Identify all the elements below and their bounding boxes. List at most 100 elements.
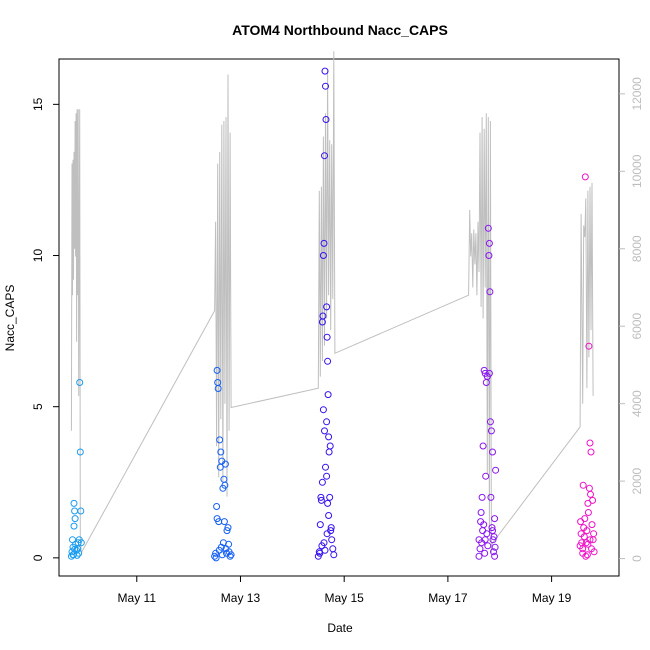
data-point-series-3	[319, 406, 327, 414]
secondary-series-line	[70, 51, 594, 555]
data-point-series-3	[322, 82, 329, 90]
points-layer	[67, 67, 598, 562]
y2-tick-label: 0	[630, 555, 644, 562]
data-point-series-2	[214, 385, 222, 392]
x-axis-label: Date	[327, 621, 353, 635]
data-point-series-5	[588, 521, 596, 529]
data-point-series-4	[480, 366, 488, 374]
data-point-series-4	[479, 442, 487, 450]
data-point-series-2	[227, 551, 235, 559]
data-point-series-5	[589, 496, 597, 504]
data-point-series-3	[327, 524, 335, 532]
data-point-series-3	[321, 67, 329, 75]
data-point-series-5	[583, 527, 591, 535]
y2-axis: 0 2000 4000 6000 8000 10000 12000	[619, 77, 644, 562]
y-tick-label: 15	[31, 97, 45, 111]
data-point-series-5	[581, 173, 589, 181]
x-axis: May 11 May 13 May 15 May 17 May 19	[118, 576, 572, 605]
data-point-series-3	[319, 312, 327, 320]
data-point-series-1	[77, 507, 85, 515]
data-point-series-2	[218, 551, 226, 559]
data-point-series-4	[475, 552, 483, 560]
data-point-series-4	[484, 542, 492, 550]
x-tick-label: May 19	[532, 591, 572, 605]
data-point-series-4	[489, 527, 496, 535]
data-point-series-1	[71, 515, 79, 523]
data-point-series-4	[489, 536, 497, 544]
data-point-series-3	[323, 530, 331, 538]
data-point-series-5	[588, 545, 595, 553]
data-point-series-1	[71, 507, 79, 515]
data-point-series-4	[486, 418, 494, 426]
data-point-series-4	[488, 524, 496, 532]
data-point-series-4	[492, 466, 500, 474]
data-point-series-4	[481, 549, 489, 557]
data-point-series-3	[328, 536, 336, 544]
data-point-series-1	[70, 522, 78, 530]
data-point-series-5	[585, 342, 593, 350]
data-point-series-3	[324, 357, 332, 365]
data-point-series-5	[587, 490, 594, 498]
data-point-series-4	[489, 448, 496, 456]
data-point-series-3	[323, 303, 331, 311]
data-point-series-3	[321, 427, 328, 435]
x-tick-label: May 15	[325, 591, 365, 605]
data-point-series-2	[217, 448, 225, 456]
data-point-series-4	[485, 239, 493, 247]
y-axis: 0 5 10 15	[31, 97, 59, 561]
data-point-series-2	[213, 503, 221, 510]
y-tick-label: 10	[31, 249, 45, 263]
data-point-series-2	[212, 554, 220, 562]
data-point-series-4	[477, 518, 485, 526]
data-point-series-3	[319, 252, 327, 259]
data-point-series-2	[225, 540, 233, 548]
data-point-series-3	[317, 493, 325, 501]
data-point-series-4	[476, 545, 484, 553]
data-point-series-1	[70, 499, 78, 507]
data-point-series-4	[485, 252, 493, 259]
data-point-series-1	[76, 448, 84, 456]
data-point-series-1	[71, 545, 79, 553]
data-point-series-3	[322, 116, 330, 123]
data-point-series-3	[321, 152, 328, 160]
data-point-series-2	[224, 524, 232, 532]
data-point-series-4	[479, 527, 487, 535]
data-point-series-3	[320, 239, 328, 247]
data-point-series-1	[73, 551, 81, 559]
data-point-series-3	[324, 499, 332, 507]
data-point-series-5	[580, 533, 588, 541]
y-tick-label: 0	[31, 554, 45, 561]
data-point-series-2	[221, 460, 229, 468]
x-tick-label: May 17	[428, 591, 468, 605]
data-point-series-4	[478, 493, 486, 501]
data-point-series-4	[481, 536, 489, 544]
data-point-series-2	[211, 552, 219, 560]
data-point-series-4	[491, 515, 499, 523]
y2-tick-label: 4000	[630, 390, 644, 417]
data-point-series-3	[330, 551, 338, 559]
data-point-series-2	[223, 527, 231, 535]
data-point-series-5	[587, 448, 595, 456]
y-tick-label: 5	[31, 403, 45, 410]
data-point-series-2	[214, 379, 222, 386]
data-point-series-1	[74, 539, 82, 547]
data-point-series-4	[482, 379, 490, 386]
data-point-series-5	[581, 515, 589, 523]
data-point-series-3	[325, 448, 333, 456]
data-point-series-2	[220, 518, 228, 526]
data-point-series-5	[584, 509, 592, 516]
data-point-series-4	[482, 472, 490, 480]
data-point-series-4	[490, 548, 497, 556]
data-point-series-3	[318, 478, 326, 486]
data-point-series-5	[577, 518, 585, 526]
y2-tick-label: 8000	[630, 235, 644, 262]
data-point-series-5	[590, 530, 598, 538]
data-point-series-4	[486, 288, 494, 296]
data-point-series-3	[320, 539, 328, 547]
data-point-series-1	[75, 536, 83, 544]
data-point-series-4	[483, 530, 491, 538]
data-point-series-3	[325, 512, 333, 519]
data-point-series-2	[220, 475, 228, 483]
data-point-series-2	[221, 481, 229, 489]
data-point-series-5	[586, 536, 594, 544]
